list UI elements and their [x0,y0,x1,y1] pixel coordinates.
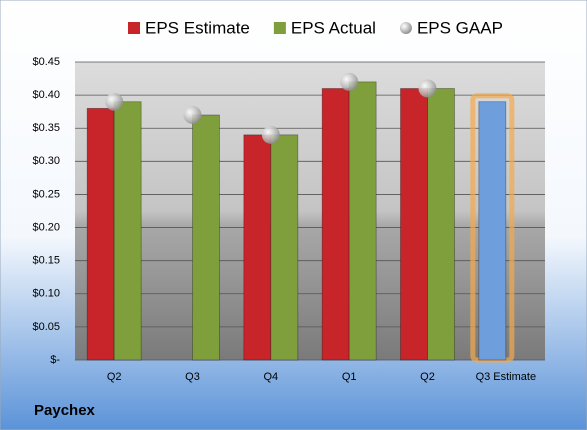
bar [348,81,377,361]
gaap-marker [261,125,280,144]
y-tick-label: $- [50,354,60,366]
gaap-marker [105,92,124,111]
gaap-marker [183,105,202,124]
y-tick-label: $0.40 [32,89,60,101]
bar [243,134,272,361]
y-tick-label: $0.45 [32,56,60,68]
x-tick-label: Q3 [185,371,200,383]
gaap-marker [340,72,359,91]
bar [86,107,115,361]
legend-label: EPS Actual [291,18,376,37]
y-tick-label: $0.20 [32,221,60,233]
legend-label: EPS GAAP [417,18,503,37]
x-tick-label: Q2 [107,371,122,383]
y-tick-label: $0.10 [32,288,60,300]
chart-title: Paychex [34,402,96,419]
legend-marker [399,22,412,34]
bar [113,101,142,361]
bar [192,114,220,361]
plot-area [75,62,545,360]
bar [478,101,507,361]
bar [321,88,350,361]
legend-marker [128,22,140,34]
y-tick-label: $0.15 [32,255,60,267]
bar [400,88,428,361]
x-tick-label: Q1 [342,371,357,383]
x-tick-label: Q4 [263,371,278,383]
y-tick-label: $0.05 [32,321,60,333]
legend-label: EPS Estimate [145,18,250,37]
gaap-marker [418,79,437,98]
x-tick-label: Q3 Estimate [476,371,537,383]
y-tick-label: $0.35 [32,122,60,134]
y-tick-label: $0.30 [32,155,60,167]
bar [270,134,299,361]
legend-marker [273,22,286,34]
x-tick-label: Q2 [420,371,435,383]
y-tick-label: $0.25 [32,188,60,200]
bar [427,88,455,361]
